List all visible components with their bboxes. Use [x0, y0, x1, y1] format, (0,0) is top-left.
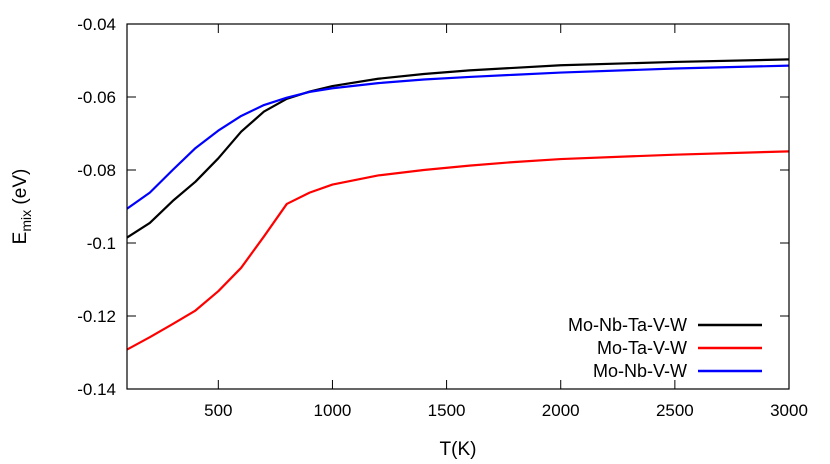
legend: Mo-Nb-Ta-V-W Mo-Ta-V-W Mo-Nb-V-W [568, 315, 762, 381]
x-tick-label: 2500 [656, 401, 694, 420]
x-axis-label: T(K) [440, 439, 477, 460]
legend-label: Mo-Nb-Ta-V-W [568, 315, 687, 335]
x-tick-label: 500 [204, 401, 232, 420]
y-tick-label: -0.08 [77, 161, 116, 180]
y-axis-label-unit: (eV) [10, 169, 31, 210]
plot-frame [126, 23, 790, 390]
x-tick-label: 3000 [770, 401, 808, 420]
tick-labels-layer: -0.14 -0.12 -0.1 -0.08 -0.06 -0.04 500 1000 1500… [77, 15, 808, 420]
series-line-2 [126, 150, 790, 351]
y-tick-label: -0.14 [77, 380, 116, 399]
series-line-3 [126, 64, 790, 210]
y-axis-label: Emix (eV) [10, 169, 34, 245]
y-axis-label-subscript: mix [18, 210, 34, 232]
x-tick-label: 1000 [314, 401, 352, 420]
y-tick-label: -0.12 [77, 307, 116, 326]
legend-label: Mo-Nb-V-W [593, 361, 687, 381]
y-axis-label-main: E [10, 232, 31, 245]
y-tick-label: -0.04 [77, 15, 116, 34]
legend-label: Mo-Ta-V-W [597, 338, 687, 358]
series-layer [126, 58, 790, 351]
y-tick-label: -0.06 [77, 88, 116, 107]
x-tick-label: 1500 [428, 401, 466, 420]
x-tick-label: 2000 [542, 401, 580, 420]
y-tick-label: -0.1 [87, 234, 116, 253]
